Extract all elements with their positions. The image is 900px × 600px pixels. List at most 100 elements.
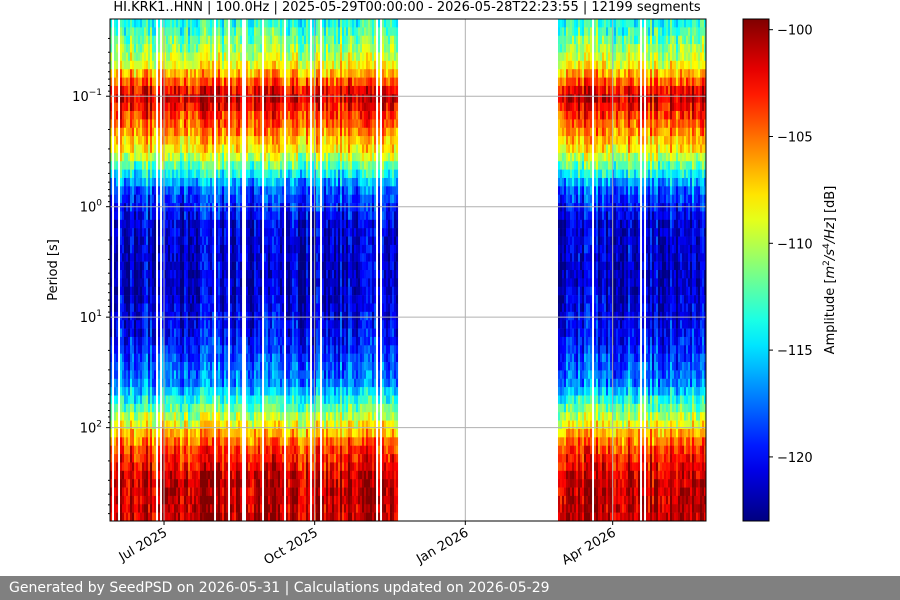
heatmap-cell [126, 345, 129, 354]
heatmap-cell [280, 479, 283, 488]
heatmap-cell [158, 144, 161, 154]
heatmap-cell [170, 253, 173, 262]
heatmap-cell [204, 119, 207, 129]
heatmap-cell [218, 111, 221, 120]
heatmap-cell [220, 194, 223, 204]
heatmap-cell [252, 194, 255, 204]
heatmap-cell [218, 437, 221, 446]
heatmap-cell [206, 504, 209, 513]
heatmap-cell [288, 504, 291, 513]
heatmap-cell [152, 320, 155, 329]
heatmap-cell [282, 328, 285, 338]
heatmap-cell [168, 345, 171, 354]
heatmap-cell [200, 186, 203, 195]
heatmap-cell [238, 328, 241, 338]
heatmap-cell [144, 437, 147, 446]
heatmap-cell [178, 370, 181, 380]
heatmap-cell [240, 228, 243, 237]
heatmap-cell [232, 60, 235, 70]
heatmap-cell [248, 127, 251, 137]
heatmap-cell [114, 437, 117, 446]
heatmap-cell [166, 119, 169, 129]
heatmap-cell [226, 144, 229, 154]
heatmap-cell [162, 512, 165, 522]
heatmap-cell [162, 27, 165, 37]
heatmap-cell [176, 186, 179, 195]
heatmap-cell [170, 211, 173, 221]
heatmap-cell [186, 370, 189, 380]
heatmap-cell [174, 127, 177, 137]
heatmap-cell [276, 395, 279, 405]
heatmap-cell [234, 428, 237, 438]
heatmap-cell [184, 336, 187, 346]
heatmap-cell [286, 437, 289, 446]
heatmap-cell [288, 102, 291, 112]
heatmap-cell [256, 69, 259, 78]
heatmap-cell [136, 102, 139, 112]
heatmap-cell [194, 345, 197, 354]
heatmap-cell [218, 203, 221, 212]
heatmap-cell [180, 244, 183, 254]
heatmap-cell [110, 504, 113, 513]
heatmap-cell [154, 512, 157, 522]
heatmap-cell [180, 495, 183, 505]
heatmap-cell [248, 286, 251, 296]
heatmap-cell [206, 362, 209, 371]
heatmap-cell [208, 35, 211, 45]
heatmap-cell [130, 161, 133, 170]
heatmap-cell [286, 286, 289, 296]
heatmap-cell [290, 77, 293, 87]
heatmap-cell [180, 470, 183, 480]
heatmap-cell [182, 328, 185, 338]
heatmap-cell [144, 144, 147, 154]
heatmap-cell [258, 144, 261, 154]
heatmap-cell [196, 345, 199, 354]
heatmap-cell [272, 236, 275, 246]
heatmap-cell [238, 420, 241, 430]
heatmap-cell [274, 144, 277, 154]
heatmap-cell [202, 77, 205, 87]
heatmap-cell [120, 403, 123, 413]
heatmap-cell [116, 211, 119, 221]
heatmap-cell [224, 211, 227, 221]
heatmap-cell [114, 387, 117, 396]
heatmap-cell [186, 353, 189, 363]
heatmap-cell [260, 437, 263, 446]
heatmap-cell [146, 203, 149, 212]
heatmap-cell [148, 219, 151, 229]
heatmap-column [240, 19, 243, 522]
heatmap-cell [196, 228, 199, 237]
heatmap-cell [110, 487, 113, 497]
heatmap-cell [232, 428, 235, 438]
heatmap-cell [202, 370, 205, 380]
heatmap-cell [178, 278, 181, 288]
heatmap-cell [236, 261, 239, 271]
heatmap-cell [152, 512, 155, 522]
heatmap-cell [120, 228, 123, 237]
heatmap-cell [134, 336, 137, 346]
heatmap-cell [164, 311, 167, 321]
heatmap-cell [232, 487, 235, 497]
heatmap-cell [196, 186, 199, 195]
heatmap-cell [142, 102, 145, 112]
heatmap-cell [144, 261, 147, 271]
heatmap-cell [218, 228, 221, 237]
heatmap-column [166, 19, 169, 522]
heatmap-cell [236, 328, 239, 338]
heatmap-cell [212, 303, 215, 313]
heatmap-cell [274, 286, 277, 296]
heatmap-cell [180, 311, 183, 321]
heatmap-cell [124, 336, 127, 346]
heatmap-cell [204, 295, 207, 304]
heatmap-cell [144, 320, 147, 329]
heatmap-cell [138, 362, 141, 371]
heatmap-cell [128, 161, 131, 170]
heatmap-cell [220, 362, 223, 371]
heatmap-cell [182, 52, 185, 62]
heatmap-cell [278, 44, 281, 53]
heatmap-cell [110, 270, 113, 279]
heatmap-cell [136, 495, 139, 505]
heatmap-cell [272, 412, 275, 421]
heatmap-column [280, 19, 283, 522]
heatmap-cell [142, 345, 145, 354]
